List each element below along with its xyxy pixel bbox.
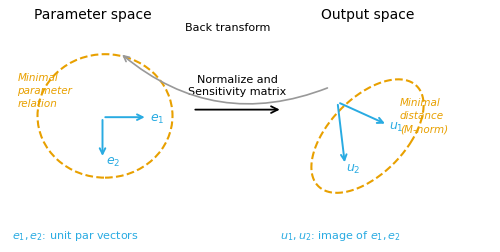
Text: $e_1$: $e_1$	[150, 113, 164, 126]
Text: Output space: Output space	[321, 8, 414, 22]
Text: $u_1$: $u_1$	[389, 121, 404, 134]
Text: $u_1, u_2$: image of $e_1, e_2$: $u_1, u_2$: image of $e_1, e_2$	[280, 229, 401, 243]
Text: $e_1, e_2$: unit par vectors: $e_1, e_2$: unit par vectors	[12, 229, 140, 243]
Text: Normalize and
Sensitivity matrix: Normalize and Sensitivity matrix	[188, 75, 286, 97]
Text: $u_2$: $u_2$	[346, 163, 361, 176]
Text: Parameter space: Parameter space	[34, 8, 152, 22]
Text: Back transform: Back transform	[185, 23, 270, 33]
Text: Minimal
parameter
relation: Minimal parameter relation	[18, 73, 72, 109]
Text: $e_2$: $e_2$	[106, 156, 120, 169]
FancyArrowPatch shape	[124, 56, 328, 104]
Text: Minimal
distance
(M-norm): Minimal distance (M-norm)	[400, 98, 448, 134]
